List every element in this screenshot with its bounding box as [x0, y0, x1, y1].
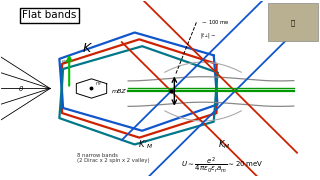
Text: $\Gamma_M$: $\Gamma_M$ [95, 80, 102, 88]
Text: $K'_M$: $K'_M$ [138, 139, 153, 151]
Text: $K_M$: $K_M$ [61, 58, 68, 66]
FancyBboxPatch shape [268, 3, 318, 41]
Text: $U \sim \dfrac{e^2}{4\pi\epsilon_0\epsilon_r a_m} \sim 20\,\mathrm{meV}$: $U \sim \dfrac{e^2}{4\pi\epsilon_0\epsil… [181, 155, 263, 175]
Text: $|t_\perp| \sim$: $|t_\perp| \sim$ [200, 31, 216, 40]
Text: 👤: 👤 [291, 19, 295, 26]
Text: $\theta$: $\theta$ [18, 84, 25, 93]
Text: $K_M$: $K_M$ [218, 139, 230, 151]
Text: 8 narrow bands
(2 Dirac x 2 spin x 2 valley): 8 narrow bands (2 Dirac x 2 spin x 2 val… [77, 153, 150, 163]
Text: $K$: $K$ [82, 42, 93, 55]
Text: mBZ: mBZ [112, 89, 127, 94]
Text: Flat bands: Flat bands [22, 10, 77, 20]
Text: $\sim$ 100 me: $\sim$ 100 me [200, 18, 230, 26]
